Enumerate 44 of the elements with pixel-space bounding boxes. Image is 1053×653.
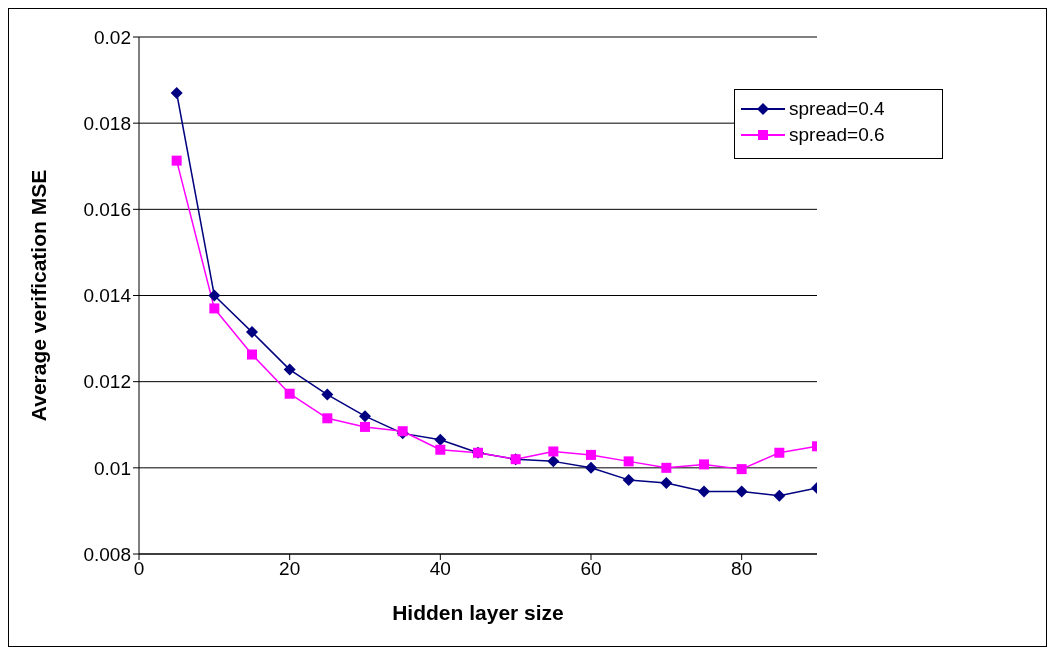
point [246, 326, 258, 339]
point [661, 462, 672, 473]
point [698, 485, 710, 498]
point [170, 87, 183, 100]
point [735, 485, 748, 498]
point [586, 449, 596, 460]
y-tick-label: 0.016 [83, 199, 131, 221]
x-tick-label: 80 [731, 558, 753, 580]
x-tick-label: 60 [580, 558, 602, 580]
point [171, 155, 182, 166]
point [283, 363, 296, 376]
point [548, 446, 559, 457]
point [774, 447, 785, 458]
point [773, 489, 786, 502]
point [434, 433, 447, 446]
point [284, 388, 295, 399]
y-tick-label: 0.014 [83, 285, 132, 307]
x-axis-title: Hidden layer size [392, 601, 564, 624]
point [322, 413, 333, 424]
x-tick-label: 40 [429, 558, 451, 580]
y-tick-label: 0.01 [94, 457, 131, 479]
y-tick-label: 0.018 [83, 112, 131, 134]
point [435, 444, 446, 455]
x-tick-label: 20 [279, 558, 301, 580]
point [660, 476, 673, 489]
legend-label: spread=0.6 [789, 124, 885, 146]
point [209, 303, 220, 314]
y-tick-label: 0.012 [83, 371, 131, 393]
x-tick-label: 0 [133, 558, 145, 580]
point [247, 349, 257, 360]
point [623, 456, 634, 467]
y-tick-label: 0.008 [83, 543, 131, 565]
legend-label: spread=0.4 [789, 98, 885, 120]
point [359, 410, 371, 423]
point [208, 289, 221, 302]
point [585, 461, 597, 474]
point [622, 473, 635, 486]
point [736, 464, 747, 475]
y-axis-title: Average verification MSE [27, 169, 51, 422]
y-tick-label: 0.02 [94, 26, 131, 48]
point [321, 388, 334, 401]
point [360, 421, 370, 432]
point [699, 459, 709, 470]
point [547, 455, 560, 468]
